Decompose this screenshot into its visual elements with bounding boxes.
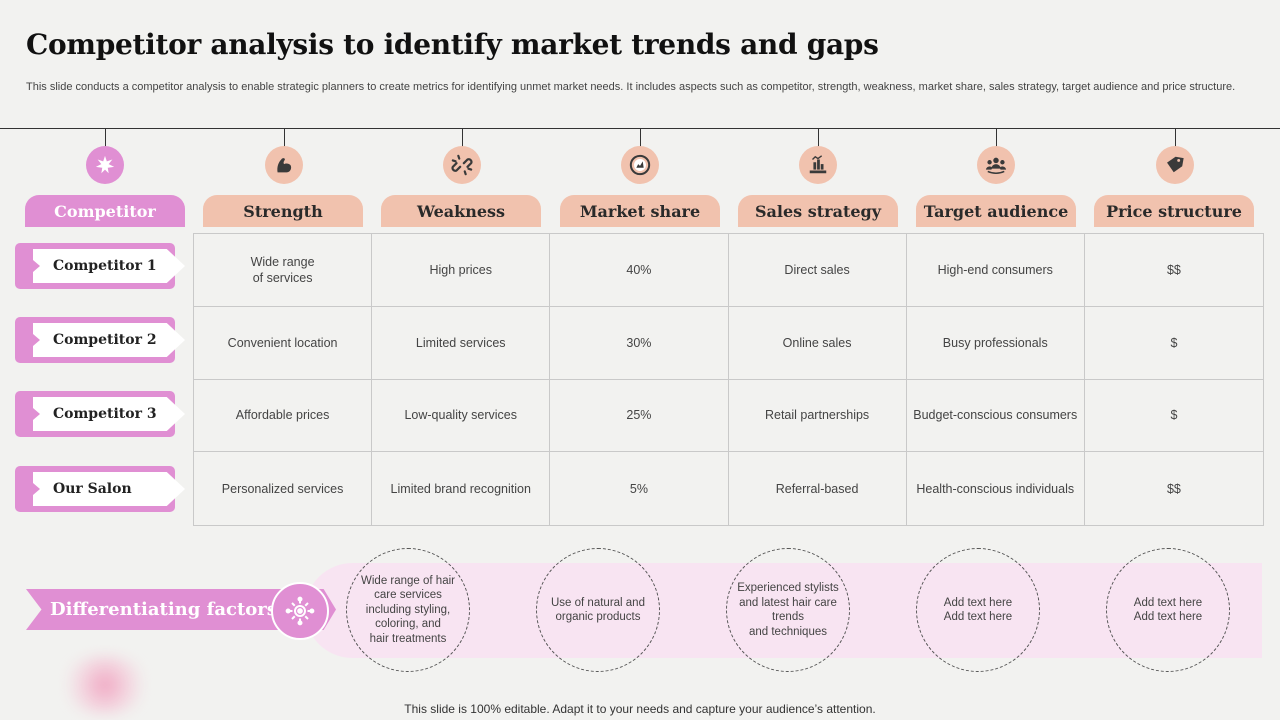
hand-chart-icon bbox=[799, 146, 837, 184]
page-title: Competitor analysis to identify market t… bbox=[26, 28, 879, 61]
table-cell: Limited brand recognition bbox=[372, 452, 551, 525]
differentiating-item: Use of natural and organic products bbox=[536, 548, 660, 672]
connector-stub bbox=[284, 129, 285, 147]
footer-note: This slide is 100% editable. Adapt it to… bbox=[404, 702, 876, 716]
connector-stub bbox=[105, 129, 106, 147]
connector-stub bbox=[640, 129, 641, 147]
table-cell: Direct sales bbox=[728, 234, 907, 307]
table-cell: 40% bbox=[550, 234, 729, 307]
column-header-competitor: Competitor bbox=[25, 195, 185, 227]
flexed-arm-icon bbox=[265, 146, 303, 184]
table-cell: High-end consumers bbox=[906, 234, 1085, 307]
comparison-table: Wide range of services High prices 40% D… bbox=[193, 233, 1264, 526]
table-cell: $ bbox=[1084, 380, 1263, 453]
audience-group-icon bbox=[977, 146, 1015, 184]
table-cell: High prices bbox=[372, 234, 551, 307]
connector-stub bbox=[996, 129, 997, 147]
differentiating-label: Differentiating factors bbox=[50, 599, 277, 620]
leaf-icon bbox=[86, 146, 124, 184]
table-cell: $ bbox=[1084, 307, 1263, 380]
differentiating-item: Experienced stylists and latest hair car… bbox=[726, 548, 850, 672]
row-label-text: Our Salon bbox=[33, 472, 185, 506]
column-header-strength: Strength bbox=[203, 195, 363, 227]
table-cell: Online sales bbox=[728, 306, 907, 380]
connector-stub bbox=[1175, 129, 1176, 147]
row-label-our-salon: Our Salon bbox=[15, 466, 190, 512]
table-cell: 5% bbox=[550, 452, 729, 525]
table-cell: Busy professionals bbox=[906, 306, 1085, 380]
table-cell: Health-conscious individuals bbox=[907, 452, 1085, 525]
table-cell: 30% bbox=[550, 306, 729, 380]
connector-stub bbox=[462, 129, 463, 147]
differentiating-item: Add text here Add text here bbox=[1106, 548, 1230, 672]
table-cell: $$ bbox=[1166, 481, 1181, 496]
column-header-price-structure: Price structure bbox=[1094, 195, 1254, 227]
row-label-competitor-2: Competitor 2 bbox=[15, 317, 190, 363]
column-header-market-share: Market share bbox=[560, 195, 720, 227]
table-cell: Retail partnerships bbox=[728, 379, 907, 453]
row-label-text: Competitor 2 bbox=[33, 323, 185, 357]
table-cell: $$ bbox=[1084, 234, 1263, 307]
price-tag-icon bbox=[1156, 146, 1194, 184]
row-label-text: Competitor 1 bbox=[33, 249, 185, 283]
table-cell: Referral-based bbox=[729, 452, 907, 525]
row-label-text: Competitor 3 bbox=[33, 397, 185, 431]
table-cell: Low-quality services bbox=[372, 379, 551, 453]
row-label-competitor-1: Competitor 1 bbox=[15, 243, 190, 289]
row-label-competitor-3: Competitor 3 bbox=[15, 391, 190, 437]
column-header-target-audience: Target audience bbox=[916, 195, 1076, 227]
chart-gauge-icon bbox=[621, 146, 659, 184]
differentiating-item: Wide range of hair care services includi… bbox=[346, 548, 470, 672]
table-cell: 25% bbox=[550, 379, 729, 453]
header-connector-line bbox=[0, 128, 1280, 129]
table-cell: Convenient location bbox=[194, 306, 373, 380]
column-header-sales-strategy: Sales strategy bbox=[738, 195, 898, 227]
table-cell: Budget-conscious consumers bbox=[906, 379, 1085, 453]
gear-network-icon bbox=[271, 582, 329, 640]
table-cell: Personalized services bbox=[194, 452, 373, 525]
connector-stub bbox=[818, 129, 819, 147]
column-header-weakness: Weakness bbox=[381, 195, 541, 227]
table-cell: Limited services bbox=[372, 306, 551, 380]
page-subtitle: This slide conducts a competitor analysi… bbox=[26, 81, 1236, 93]
differentiating-item: Add text here Add text here bbox=[916, 548, 1040, 672]
table-cell: Affordable prices bbox=[194, 379, 373, 453]
decorative-blur bbox=[60, 655, 150, 715]
broken-link-icon bbox=[443, 146, 481, 184]
table-cell: Wide range of services bbox=[194, 234, 373, 307]
